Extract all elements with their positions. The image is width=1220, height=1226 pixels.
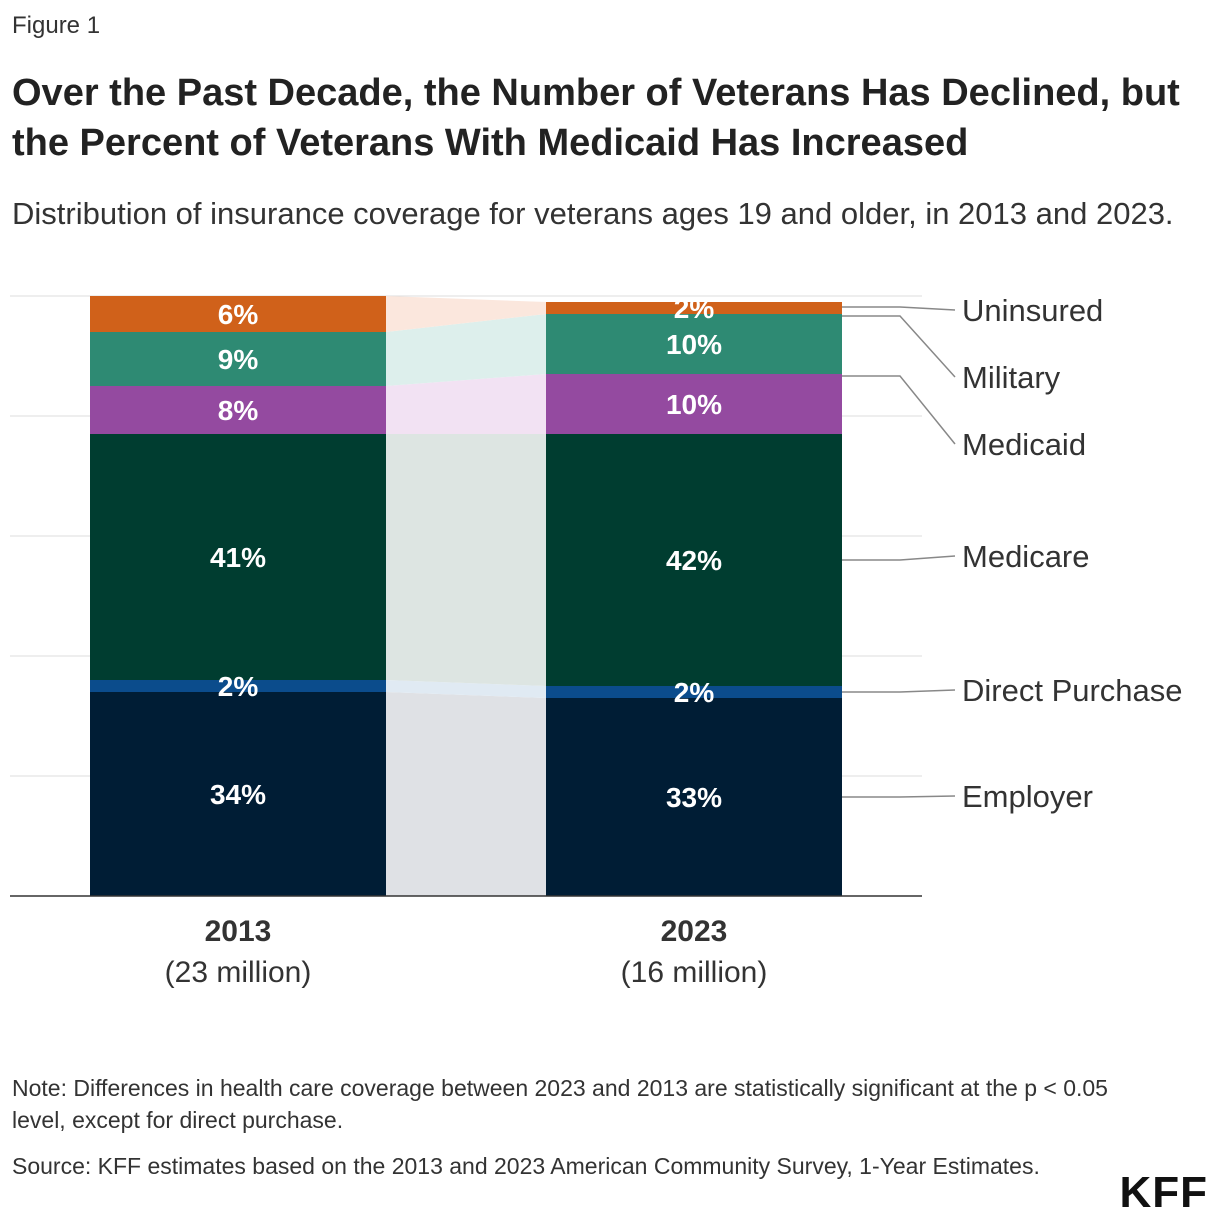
bar-medicaid-2023: [546, 374, 842, 434]
connector-employer: [386, 692, 546, 896]
legend-label-employer: Employer: [962, 779, 1093, 814]
data-label-medicare-2023: 42%: [666, 545, 722, 576]
data-label-military-2013: 9%: [218, 344, 259, 375]
chart-source: Source: KFF estimates based on the 2013 …: [12, 1153, 1040, 1179]
bar-employer-2013: [90, 692, 386, 896]
connector-medicare: [386, 434, 546, 686]
leader-line-direct-purchase: [842, 689, 956, 693]
data-label-employer-2023: 33%: [666, 782, 722, 813]
x-tick-label-2013: 2013: [205, 915, 272, 948]
chart-title: Over the Past Decade, the Number of Vete…: [12, 72, 1180, 164]
data-label-medicaid-2013: 8%: [218, 395, 259, 426]
bar-uninsured-2023: [546, 302, 842, 314]
figure-label: Figure 1: [12, 12, 101, 39]
legend-label-medicare: Medicare: [962, 539, 1090, 574]
data-label-direct-purchase-2013: 2%: [218, 671, 259, 702]
chart-subtitle: Distribution of insurance coverage for v…: [12, 196, 1174, 231]
bar-direct-purchase-2013: [90, 680, 386, 692]
chart-note: Note: Differences in health care coverag…: [12, 1075, 1108, 1133]
x-tick-sublabel-2013: (23 million): [165, 956, 312, 989]
x-tick-label-2023: 2023: [661, 915, 728, 948]
bar-uninsured-2013: [90, 296, 386, 332]
data-label-medicare-2013: 41%: [210, 542, 266, 573]
data-label-uninsured-2013: 6%: [218, 299, 259, 330]
bar-medicaid-2013: [90, 386, 386, 434]
connector-military: [386, 314, 546, 386]
data-label-military-2023: 10%: [666, 329, 722, 360]
connector-uninsured: [386, 296, 546, 332]
data-label-direct-purchase-2023: 2%: [674, 677, 715, 708]
stacked-bar-chart: 34% 33% 2% 2% 41% 42% 8% 10% 9% 10% 6% 2% Employer D…: [10, 293, 1183, 989]
bar-employer-2023: [546, 698, 842, 896]
connector-medicaid: [386, 374, 546, 434]
leader-line-medicaid: [842, 375, 956, 445]
legend-label-medicaid: Medicaid: [962, 427, 1086, 462]
data-label-employer-2013: 34%: [210, 779, 266, 810]
bar-direct-purchase-2023: [546, 686, 842, 698]
legend-label-uninsured: Uninsured: [962, 293, 1103, 328]
leader-line-military: [842, 315, 956, 378]
leader-line-medicare: [842, 555, 956, 561]
legend-label-military: Military: [962, 360, 1061, 395]
x-tick-sublabel-2023: (16 million): [621, 956, 768, 989]
bar-medicare-2013: [90, 434, 386, 680]
leader-line-employer: [842, 795, 956, 798]
kff-logo: KFF: [1119, 1168, 1208, 1217]
data-label-uninsured-2023: 2%: [674, 293, 715, 324]
leader-line-uninsured: [842, 306, 956, 311]
legend-label-direct-purchase: Direct Purchase: [962, 673, 1183, 708]
bar-military-2013: [90, 332, 386, 386]
bar-military-2023: [546, 314, 842, 374]
bar-medicare-2023: [546, 434, 842, 686]
data-label-medicaid-2023: 10%: [666, 389, 722, 420]
